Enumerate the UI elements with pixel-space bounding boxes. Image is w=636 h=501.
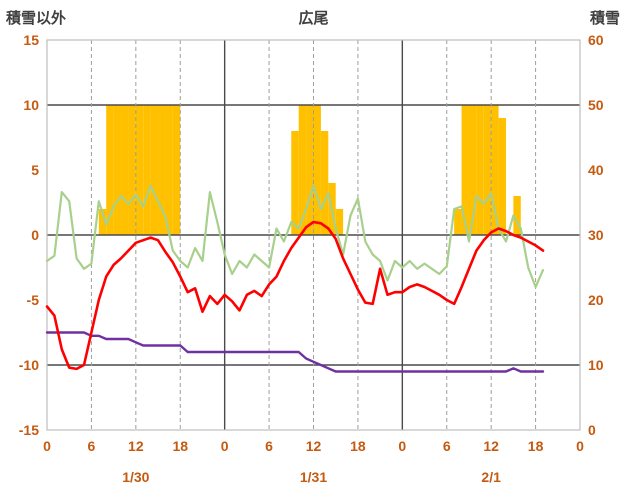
- plot-border: [46, 39, 581, 431]
- x-hour-label: 0: [576, 438, 584, 454]
- bar-series: [513, 196, 521, 235]
- bar-series: [306, 105, 314, 235]
- bar-series: [298, 105, 307, 235]
- bar-series: [172, 105, 181, 235]
- snow-depth-line-series: [45, 331, 545, 373]
- red-line-series: [45, 220, 545, 371]
- x-hour-label: 0: [398, 438, 406, 454]
- left-axis-tick-label: -10: [19, 357, 39, 373]
- x-hour-label: 18: [350, 438, 366, 454]
- x-hour-label: 18: [172, 438, 188, 454]
- bar-series: [150, 105, 159, 235]
- bar-series: [498, 118, 506, 235]
- chart-title: 広尾: [298, 10, 329, 27]
- x-hour-label: 0: [43, 438, 51, 454]
- right-axis-tick-label: 10: [588, 357, 604, 373]
- right-axis-tick-label: 60: [588, 32, 604, 48]
- bar-series: [483, 105, 492, 235]
- left-axis-tick-label: -5: [27, 292, 40, 308]
- bar-series: [106, 105, 114, 235]
- bar-series: [121, 105, 129, 235]
- left-axis-title: 積雪以外: [6, 10, 67, 27]
- left-axis-tick-label: 0: [31, 227, 39, 243]
- x-date-label: 1/30: [122, 469, 149, 485]
- right-axis-title: 積雪: [589, 10, 620, 27]
- right-axis-tick-label: 30: [588, 227, 604, 243]
- bar-series: [291, 131, 299, 235]
- x-hour-label: 6: [88, 438, 96, 454]
- bar-series: [454, 209, 462, 235]
- x-hour-label: 18: [528, 438, 544, 454]
- bar-series: [128, 105, 136, 235]
- left-axis-tick-label: -15: [19, 422, 39, 438]
- green-line-series: [45, 184, 545, 289]
- bar-series: [468, 105, 477, 235]
- right-axis-tick-label: 20: [588, 292, 604, 308]
- x-date-label: 1/31: [300, 469, 327, 485]
- left-axis-tick-label: 5: [31, 162, 39, 178]
- bar-series: [158, 105, 166, 235]
- bar-series: [135, 105, 144, 235]
- left-axis-tick-label: 15: [23, 32, 39, 48]
- bar-series: [476, 105, 484, 235]
- right-axis-tick-label: 40: [588, 162, 604, 178]
- left-axis-tick-label: 10: [23, 97, 39, 113]
- bar-series: [143, 105, 151, 235]
- bar-series: [313, 105, 321, 235]
- bar-series: [491, 105, 499, 235]
- x-hour-label: 6: [265, 438, 273, 454]
- bar-series: [98, 209, 107, 235]
- x-date-label: 2/1: [481, 469, 501, 485]
- x-hour-label: 12: [306, 438, 322, 454]
- right-axis-tick-label: 50: [588, 97, 604, 113]
- bar-series: [320, 131, 329, 235]
- x-hour-label: 12: [128, 438, 144, 454]
- bar-series: [335, 209, 344, 235]
- bar-series: [113, 105, 122, 235]
- x-hour-label: 6: [443, 438, 451, 454]
- bar-series: [165, 105, 173, 235]
- bar-series: [461, 105, 469, 235]
- x-hour-label: 12: [483, 438, 499, 454]
- right-axis-tick-label: 0: [588, 422, 596, 438]
- x-hour-label: 0: [221, 438, 229, 454]
